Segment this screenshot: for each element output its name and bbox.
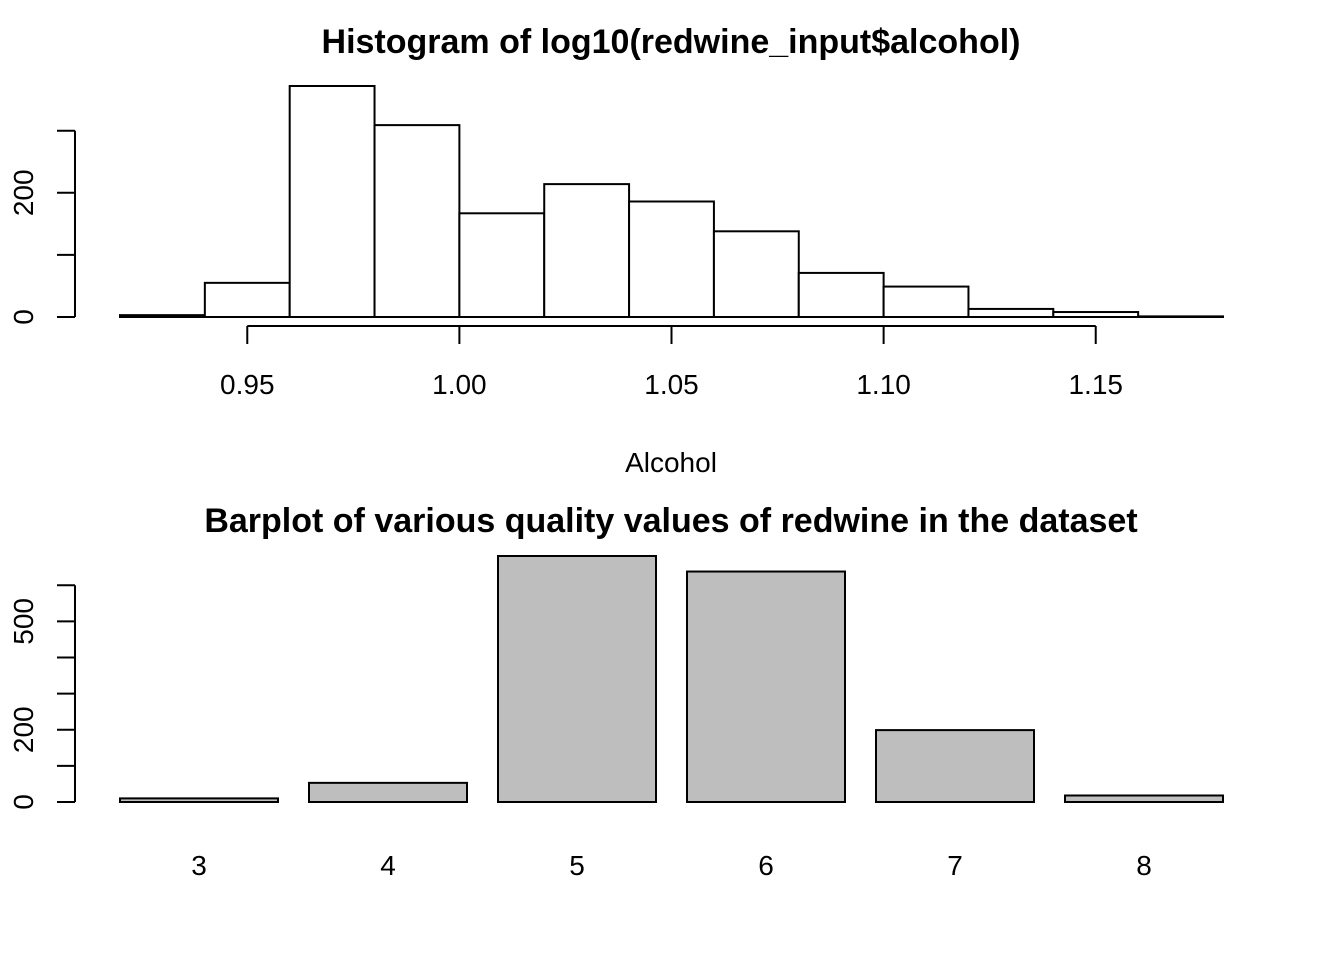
barplot-y-tick-label: 0 [8,794,39,810]
barplot-bar [497,555,657,803]
histogram-x-axis: 0.95 1.00 1.05 1.10 1.15 [220,325,1123,400]
barplot-bar [686,570,846,803]
histogram-y-axis: 0 200 [8,129,76,325]
barplot-bars [119,555,1224,804]
barplot-category-label: 7 [947,850,963,881]
barplot-category-label: 3 [191,850,207,881]
histogram-bar [967,307,1055,319]
barplot-category-labels: 3 4 5 6 7 8 [191,850,1152,881]
histogram-bars [119,85,1224,319]
histogram-bar [373,124,461,318]
histogram-bar [458,212,546,318]
histogram-x-axis-label: Alcohol [625,447,717,478]
barplot-category-label: 4 [380,850,396,881]
barplot-title: Barplot of various quality values of red… [204,502,1137,540]
histogram-x-tick-label: 1.10 [856,369,911,400]
barplot-category-label: 5 [569,850,585,881]
histogram-y-tick-label: 0 [8,309,39,325]
histogram-x-tick-label: 1.00 [432,369,487,400]
barplot-y-tick-label: 500 [8,598,39,645]
histogram-panel: Histogram of log10(redwine_input$alcohol… [8,23,1224,478]
barplot-category-label: 6 [758,850,774,881]
histogram-bar [1052,311,1140,318]
barplot-bar [119,797,279,804]
histogram-title: Histogram of log10(redwine_input$alcohol… [322,23,1021,61]
barplot-bar [308,781,468,803]
histogram-y-tick-label: 200 [8,169,39,216]
histogram-bar [628,200,715,318]
histogram-bar [203,281,291,318]
barplot-panel: Barplot of various quality values of red… [8,502,1224,881]
histogram-bar [288,85,376,318]
histogram-bar [797,271,885,318]
barplot-bar [1064,794,1224,804]
histogram-bar [712,230,800,319]
barplot-category-label: 8 [1136,850,1152,881]
histogram-bar [1137,315,1224,318]
histogram-x-tick-label: 1.15 [1068,369,1123,400]
histogram-bar [882,285,970,318]
histogram-x-tick-label: 1.05 [644,369,699,400]
barplot-y-tick-label: 200 [8,706,39,753]
barplot-y-axis: 0 200 500 [8,584,76,810]
histogram-bar [543,183,631,318]
barplot-bar [875,729,1035,804]
histogram-x-tick-label: 0.95 [220,369,275,400]
histogram-bar [119,314,206,318]
